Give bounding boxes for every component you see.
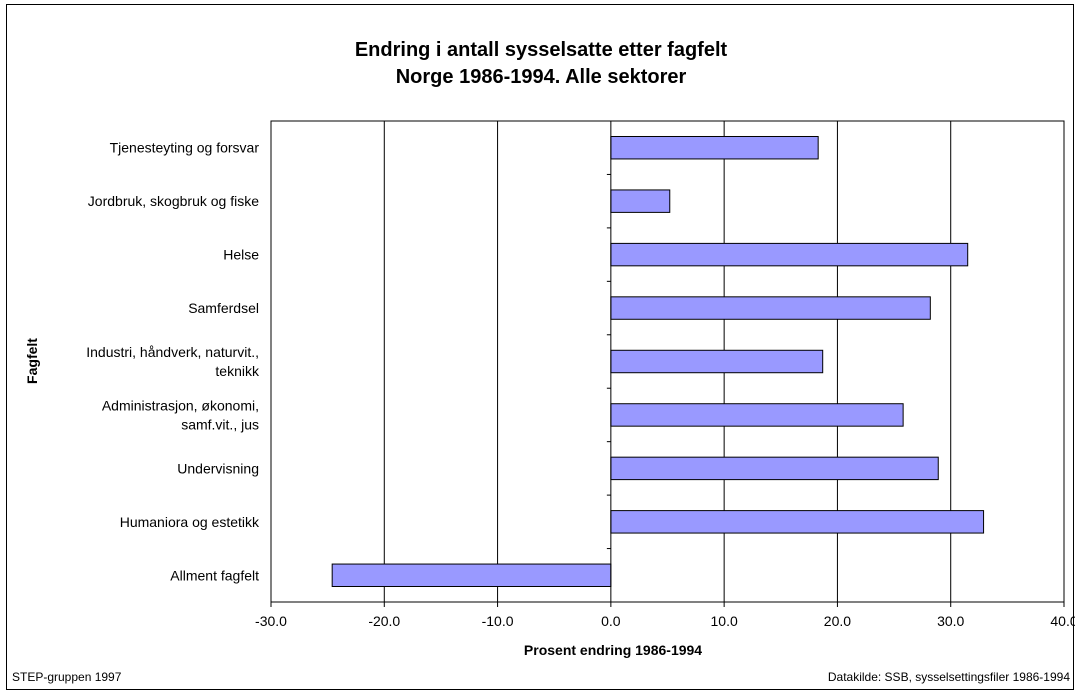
- category-label-7: Humaniora og estetikk: [120, 514, 260, 530]
- x-tick-label-7: 40.0: [1050, 613, 1075, 629]
- chart-title-line-1: Endring i antall sysselsatte etter fagfe…: [355, 39, 728, 61]
- category-label-0: Tjenesteyting og forsvar: [110, 140, 260, 156]
- bar-8: [331, 563, 612, 588]
- bar-7: [610, 510, 985, 534]
- x-tick-label-4: 10.0: [711, 613, 738, 629]
- chart-title: Endring i antall sysselsatte etter fagfe…: [355, 39, 728, 88]
- footer-source-left: STEP-gruppen 1997: [12, 670, 122, 684]
- x-tick-label-1: -20.0: [368, 613, 400, 629]
- category-label-4-line-2: teknikk: [215, 363, 260, 379]
- bar-6: [610, 456, 939, 481]
- footer-source-right: Datakilde: SSB, sysselsettingsfiler 1986…: [828, 670, 1070, 684]
- bar-0: [610, 135, 819, 160]
- zero-axis: [606, 121, 612, 602]
- bar-4: [610, 349, 824, 374]
- x-tick-label-3: 0.0: [601, 613, 621, 629]
- bar-chart: Endring i antall sysselsatte etter fagfe…: [12, 39, 1075, 684]
- category-labels: Tjenesteyting og forsvar Jordbruk, skogbr…: [86, 140, 260, 584]
- category-label-5-line-2: samf.vit., jus: [181, 416, 259, 432]
- bar-5: [610, 403, 904, 427]
- chart-title-line-2: Norge 1986-1994. Alle sektorer: [396, 66, 687, 88]
- bars: [331, 135, 985, 588]
- x-axis-title: Prosent endring 1986-1994: [524, 642, 702, 658]
- x-tick-label-5: 20.0: [824, 613, 851, 629]
- category-label-1: Jordbruk, skogbruk og fiske: [88, 193, 259, 209]
- category-label-4-line-1: Industri, håndverk, naturvit.,: [86, 344, 259, 360]
- category-label-6: Undervisning: [177, 460, 259, 476]
- category-label-5-line-1: Administrasjon, økonomi,: [102, 397, 259, 413]
- y-axis-title: Fagfelt: [24, 338, 40, 384]
- x-tick-labels: -30.0 -20.0 -10.0 0.0 10.0 20.0 30.0 40.0: [255, 613, 1075, 629]
- bar-1: [610, 189, 671, 213]
- category-label-3: Samferdsel: [188, 300, 259, 316]
- x-tick-label-2: -10.0: [482, 613, 514, 629]
- category-label-8: Allment fagfelt: [170, 567, 259, 583]
- bar-3: [610, 296, 931, 320]
- chart-frame: Endring i antall sysselsatte etter fagfe…: [6, 4, 1075, 690]
- category-label-2: Helse: [223, 247, 259, 263]
- bar-2: [610, 242, 969, 267]
- x-tick-label-0: -30.0: [255, 613, 287, 629]
- x-tick-label-6: 30.0: [937, 613, 964, 629]
